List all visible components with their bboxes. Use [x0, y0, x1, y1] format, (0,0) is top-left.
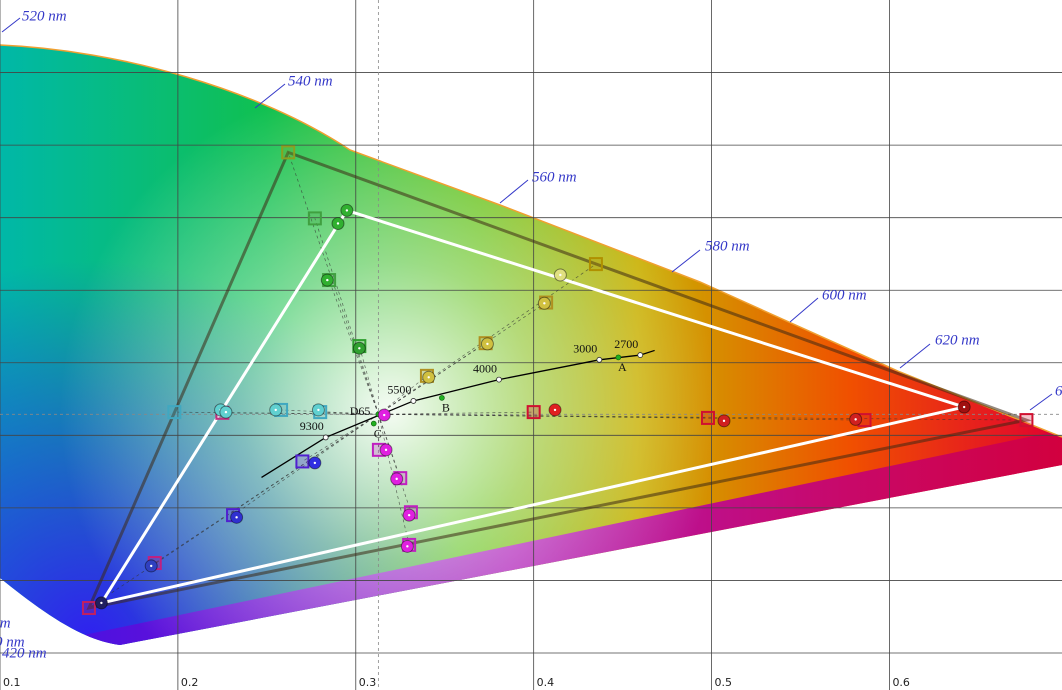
target-marker [701, 410, 715, 425]
marker-center [317, 408, 320, 412]
marker-center [336, 222, 340, 225]
cct-point [596, 356, 603, 363]
wavelength-leader [499, 179, 529, 204]
saturation-line [287, 152, 379, 415]
x-tick-label: 0.2 [181, 676, 199, 689]
marker-center [407, 513, 411, 517]
saturation-line [222, 412, 379, 415]
cct-label: 3000 [573, 342, 597, 356]
cct-point [322, 434, 329, 441]
cct-label: 5500 [387, 383, 411, 397]
illuminant-point [615, 354, 622, 361]
marker-center [543, 302, 546, 305]
illuminant-label: C [374, 426, 382, 440]
marker-center [722, 419, 726, 423]
target-marker [307, 211, 322, 226]
illuminant-point [370, 420, 377, 427]
saturation-line [378, 375, 428, 415]
marker-center [326, 278, 329, 282]
illuminant-label: A [618, 360, 627, 374]
saturation-line [378, 414, 412, 513]
saturation-line [88, 413, 379, 609]
wavelength-label: 420 nm [2, 645, 47, 661]
marker-center [224, 410, 228, 414]
marker-center [384, 448, 388, 452]
marker-center [274, 408, 277, 412]
x-tick-label: 0.4 [537, 676, 555, 689]
wavelength-label: 600 nm [822, 287, 867, 303]
target-gamut [86, 150, 1032, 611]
marker-center [395, 477, 398, 481]
marker-center [345, 209, 349, 212]
wavelength-label: 460 nm [0, 615, 11, 631]
wavelength-label: 620 nm [935, 332, 980, 348]
illuminant-label: B [442, 401, 450, 415]
marker-center [150, 564, 153, 568]
cct-label: 4000 [473, 361, 497, 375]
saturation-line [314, 218, 379, 415]
wavelength-leader [1029, 393, 1053, 411]
x-tick-label: 0.5 [715, 676, 733, 689]
cct-label: 9300 [300, 419, 324, 433]
cct-point [496, 376, 502, 383]
marker-center [553, 408, 557, 412]
target-marker [1019, 413, 1034, 428]
marker-center [358, 347, 361, 350]
wavelength-label: 580 nm [705, 238, 750, 254]
target-marker [526, 405, 541, 420]
wavelength-leader [671, 249, 701, 273]
saturation-line [281, 409, 379, 415]
marker-center [854, 418, 857, 421]
cct-point [410, 398, 417, 404]
x-tick-label: 0.6 [892, 676, 910, 689]
saturation-line [378, 411, 534, 415]
marker-center [235, 516, 238, 519]
wavelength-label: 520 nm [22, 8, 67, 24]
target-marker [295, 454, 310, 469]
marker-center [486, 342, 489, 346]
locus-border [0, 44, 1062, 438]
marker-center [406, 545, 409, 548]
saturation-line [302, 413, 379, 462]
wavelength-leader [899, 343, 931, 369]
marker-center [559, 273, 562, 277]
saturation-line [320, 411, 379, 415]
wavelength-label: 560 nm [532, 169, 577, 185]
wavelength-label: 540 nm [288, 73, 333, 89]
saturation-line [154, 413, 379, 564]
target-marker [81, 601, 96, 616]
marker-center [962, 405, 966, 409]
wavelength-leader [254, 83, 286, 109]
x-tick-label: 0.3 [359, 676, 377, 689]
marker-center [100, 601, 103, 605]
target-marker [588, 257, 603, 272]
wavelength-label: 640 nm [1055, 383, 1062, 399]
cct-label: 2700 [614, 337, 638, 351]
x-tick-label: 0.1 [3, 676, 21, 689]
marker-center [427, 376, 430, 379]
illuminant-point [439, 395, 445, 401]
target-marker [167, 405, 182, 420]
wavelength-leader [1, 17, 21, 33]
target-marker [281, 145, 296, 160]
illuminant-label: D65 [350, 404, 371, 418]
cct-point [637, 352, 644, 358]
marker-center [383, 413, 386, 417]
wavelength-leader [789, 297, 819, 323]
wavelength-label: 440 nm [0, 634, 25, 650]
saturation-line [378, 414, 401, 479]
marker-center [313, 461, 317, 465]
